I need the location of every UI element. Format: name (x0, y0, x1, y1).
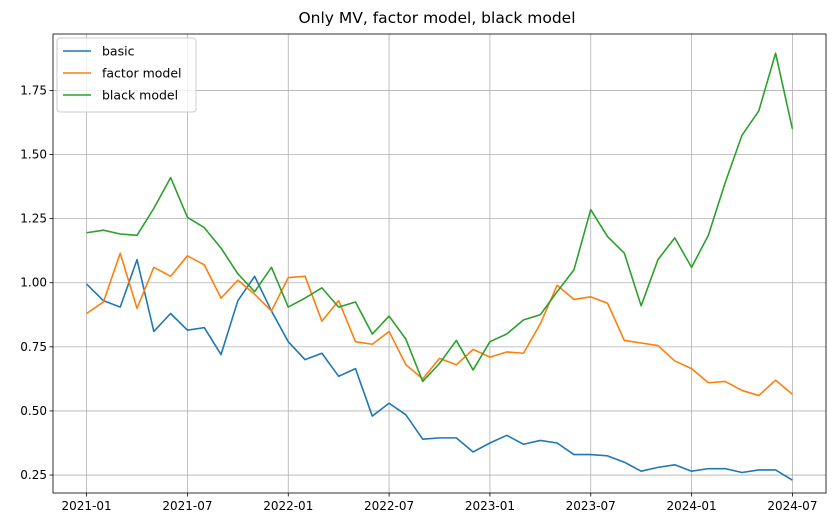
y-tick-label: 1.50 (20, 148, 47, 162)
legend-label-basic: basic (102, 44, 135, 59)
legend-box (56, 37, 197, 113)
grid-lines (53, 34, 826, 493)
y-tick-label: 0.50 (20, 404, 47, 418)
y-tick-label: 0.75 (20, 340, 47, 354)
x-tick-label: 2023-07 (566, 499, 616, 513)
y-tick-label: 0.25 (20, 468, 47, 482)
axis-ticks: 2021-01 2021-07 2022-01 2022-07 2023-01 2023-… (20, 83, 817, 513)
x-tick-label: 2022-07 (364, 499, 414, 513)
x-tick-label: 2021-07 (162, 499, 212, 513)
series-line-factor-model (86, 252, 793, 397)
x-tick-label: 2021-01 (62, 499, 112, 513)
legend-label-black-model: black model (102, 88, 178, 103)
x-tick-label: 2022-01 (263, 499, 313, 513)
y-tick-label: 1.25 (20, 212, 47, 226)
x-tick-label: 2024-01 (666, 499, 716, 513)
legend-label-factor-model: factor model (102, 66, 182, 81)
y-tick-label: 1.00 (20, 276, 47, 290)
legend: basic factor model black model (56, 37, 197, 113)
series-lines (86, 52, 794, 481)
series-line-black-model (86, 52, 794, 383)
plot-area-frame (52, 33, 827, 494)
y-tick-label: 1.75 (20, 83, 47, 97)
x-tick-label: 2023-01 (465, 499, 515, 513)
chart-title: Only MV, factor model, black model (298, 9, 575, 27)
x-tick-label: 2024-07 (767, 499, 817, 513)
series-line-basic (86, 258, 793, 481)
